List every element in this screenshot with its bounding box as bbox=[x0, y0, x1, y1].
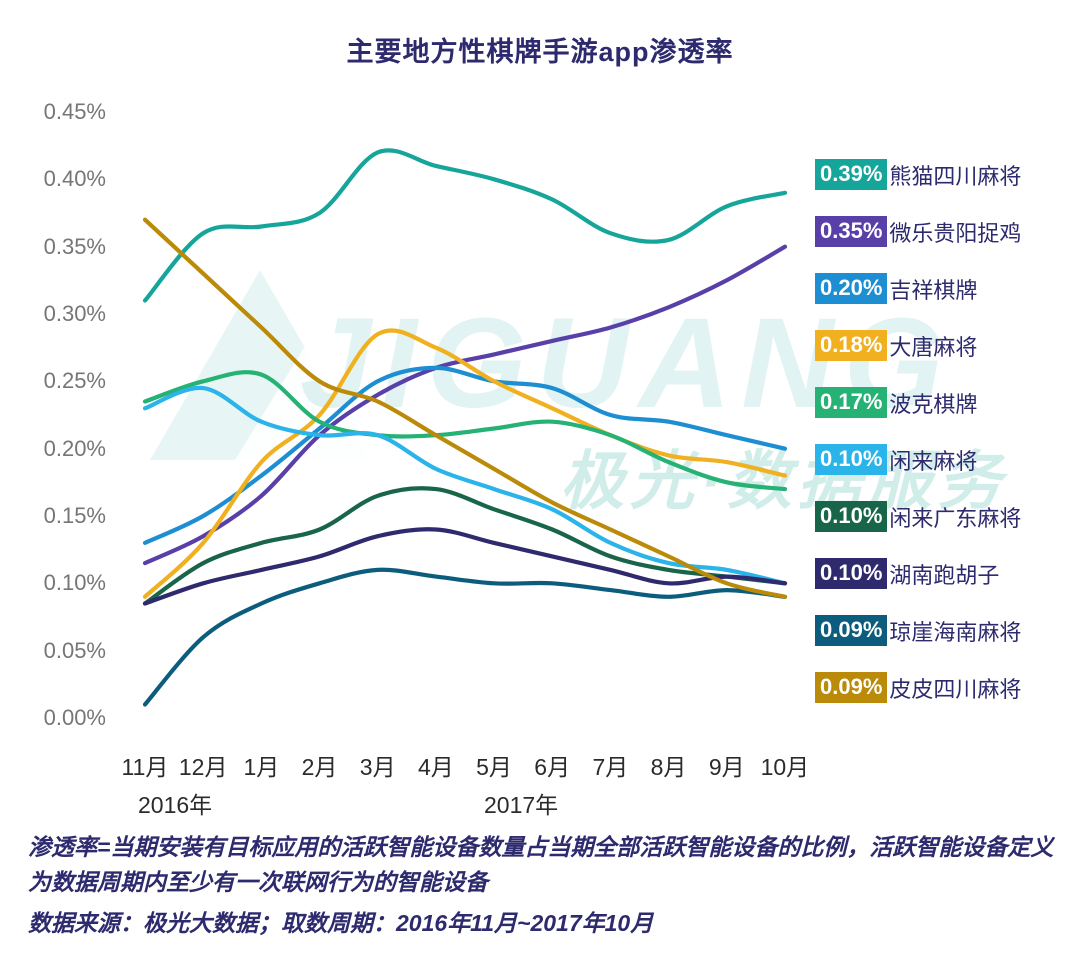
year-label-2016: 2016年 bbox=[138, 792, 213, 818]
x-tick: 1月 bbox=[243, 754, 280, 780]
legend-item: 0.17% 波克棋牌 bbox=[815, 374, 1021, 431]
y-tick: 0.35% bbox=[43, 233, 106, 259]
page-title: 主要地方性棋牌手游app渗透率 bbox=[346, 37, 734, 67]
x-tick: 11月 bbox=[121, 754, 169, 780]
series-line bbox=[142, 148, 788, 303]
x-tick: 12月 bbox=[178, 754, 228, 780]
x-tick: 3月 bbox=[359, 754, 396, 780]
x-tick: 10月 bbox=[760, 754, 810, 780]
series-line bbox=[142, 527, 788, 606]
y-tick: 0.45% bbox=[43, 99, 106, 124]
legend-value-badge: 0.35% bbox=[815, 216, 888, 247]
legend-series-name: 熊猫四川麻将 bbox=[889, 163, 1022, 189]
legend-series-name: 闲来麻将 bbox=[889, 448, 978, 474]
series-line bbox=[142, 370, 788, 492]
legend-series-name: 皮皮四川麻将 bbox=[889, 676, 1022, 702]
legend-value-badge: 0.20% bbox=[815, 273, 888, 304]
legend-series-name: 大唐麻将 bbox=[889, 334, 978, 360]
legend-value-badge: 0.39% bbox=[815, 159, 888, 190]
y-axis: 0.45% 0.40% 0.35% 0.30% 0.25% 0.20% 0.15… bbox=[24, 99, 106, 731]
legend-series-name: 吉祥棋牌 bbox=[889, 277, 978, 303]
x-axis: 11月 12月 1月 2月 3月 4月 5月 6月 7月 8月 9月 10月 bbox=[116, 748, 814, 782]
series-line bbox=[142, 244, 788, 566]
year-label-2017: 2017年 bbox=[484, 792, 559, 818]
y-tick: 0.30% bbox=[43, 300, 106, 326]
legend-value-badge: 0.18% bbox=[815, 330, 888, 361]
legend-item: 0.10% 湖南跑胡子 bbox=[815, 545, 1021, 602]
legend-item: 0.10% 闲来广东麻将 bbox=[815, 488, 1021, 545]
legend-value-badge: 0.10% bbox=[815, 501, 888, 532]
definition-note: 渗透率=当期安装有目标应用的活跃智能设备数量占当期全部活跃智能设备的比例，活跃智… bbox=[28, 834, 1054, 895]
legend-item: 0.39% 熊猫四川麻将 bbox=[815, 146, 1021, 203]
legend-series-name: 琼崖海南麻将 bbox=[889, 619, 1022, 645]
legend-series-name: 闲来广东麻将 bbox=[889, 505, 1022, 531]
legend-series-name: 微乐贵阳捉鸡 bbox=[889, 220, 1022, 246]
legend-series-name: 波克棋牌 bbox=[889, 391, 978, 417]
legend-value-badge: 0.09% bbox=[815, 672, 888, 703]
legend-item: 0.35% 微乐贵阳捉鸡 bbox=[815, 203, 1021, 260]
x-tick: 6月 bbox=[534, 754, 571, 780]
legend-value-badge: 0.09% bbox=[815, 615, 888, 646]
series-line bbox=[142, 486, 788, 606]
x-tick: 7月 bbox=[592, 754, 629, 780]
y-tick: 0.05% bbox=[43, 637, 106, 663]
legend-item: 0.10% 闲来麻将 bbox=[815, 431, 1021, 488]
y-tick: 0.25% bbox=[43, 368, 106, 394]
x-tick: 2月 bbox=[301, 754, 338, 780]
footnotes: 渗透率=当期安装有目标应用的活跃智能设备数量占当期全部活跃智能设备的比例，活跃智… bbox=[28, 830, 1054, 941]
source-note: 数据来源：极光大数据；取数周期：2016年11月~2017年10月 bbox=[28, 910, 654, 936]
y-tick: 0.40% bbox=[43, 166, 106, 192]
legend-item: 0.18% 大唐麻将 bbox=[815, 317, 1021, 374]
x-tick: 5月 bbox=[476, 754, 512, 780]
series-line bbox=[142, 217, 788, 599]
series-line bbox=[142, 567, 788, 707]
legend-value-badge: 0.10% bbox=[815, 558, 888, 589]
x-tick: 9月 bbox=[708, 754, 745, 780]
series-line bbox=[142, 328, 788, 599]
y-tick: 0.20% bbox=[43, 435, 106, 461]
legend-item: 0.20% 吉祥棋牌 bbox=[815, 260, 1021, 317]
legend-series-name: 湖南跑胡子 bbox=[889, 562, 1000, 588]
legend-value-badge: 0.10% bbox=[815, 444, 888, 475]
y-tick: 0.10% bbox=[43, 570, 106, 596]
y-tick: 0.15% bbox=[43, 502, 106, 528]
legend-item: 0.09% 琼崖海南麻将 bbox=[815, 602, 1021, 659]
series-line bbox=[142, 365, 788, 545]
series-line bbox=[142, 385, 788, 586]
x-tick: 4月 bbox=[417, 754, 454, 780]
legend-value-badge: 0.17% bbox=[815, 387, 888, 418]
legend: 0.39% 熊猫四川麻将 0.35% 微乐贵阳捉鸡 0.20% 吉祥棋牌 0.1… bbox=[815, 146, 1021, 716]
x-tick: 8月 bbox=[650, 754, 687, 780]
legend-item: 0.09% 皮皮四川麻将 bbox=[815, 659, 1021, 716]
y-tick: 0.00% bbox=[43, 704, 106, 730]
